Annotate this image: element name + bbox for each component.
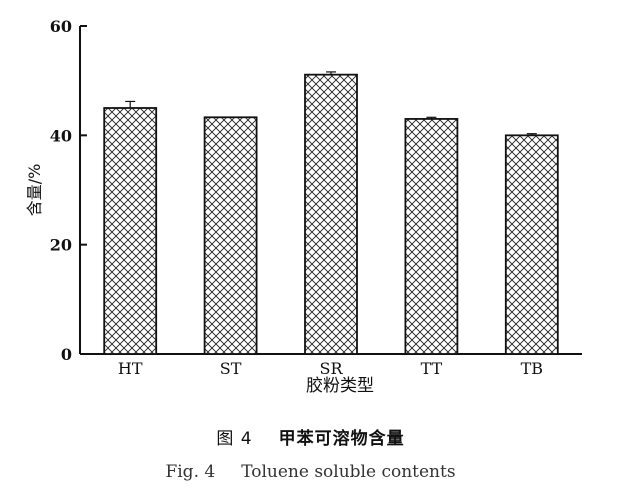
bar-st (203, 116, 258, 355)
figure-number-cn: 图 4 (216, 429, 253, 449)
bar-tt (404, 118, 459, 355)
x-tick-label-tt: TT (421, 359, 443, 378)
x-axis-label: 胶粉类型 (306, 376, 374, 396)
figure-caption-english: Fig. 4 Toluene soluble contents (0, 462, 621, 482)
y-tick-label: 0 (61, 345, 72, 364)
bar-tb (504, 134, 559, 355)
y-tick-labels: 0 20 40 60 (50, 17, 72, 364)
x-tick-label-ht: HT (118, 359, 143, 378)
figure-title-en: Toluene soluble contents (241, 462, 456, 482)
x-tick-label-st: ST (220, 359, 242, 378)
bar-ht (103, 107, 158, 355)
x-tick-label-tb: TB (521, 359, 543, 378)
x-tick-labels: HT ST SR TT TB (118, 359, 543, 378)
figure-caption-chinese: 图 4 甲苯可溶物含量 (0, 424, 621, 449)
bar-group (103, 71, 559, 355)
figure-title-cn: 甲苯可溶物含量 (278, 429, 405, 449)
x-tick-label-sr: SR (319, 359, 343, 378)
bar-chart: HT ST SR TT TB 0 20 40 60 含量/% 胶粉类型 (25, 17, 582, 396)
y-axis-label: 含量/% (25, 164, 44, 217)
y-tick-label: 20 (50, 236, 72, 255)
y-tick-label: 60 (50, 17, 72, 36)
y-tick-label: 40 (50, 126, 72, 145)
bar-sr (304, 73, 358, 355)
figure-number-en: Fig. 4 (165, 462, 216, 482)
